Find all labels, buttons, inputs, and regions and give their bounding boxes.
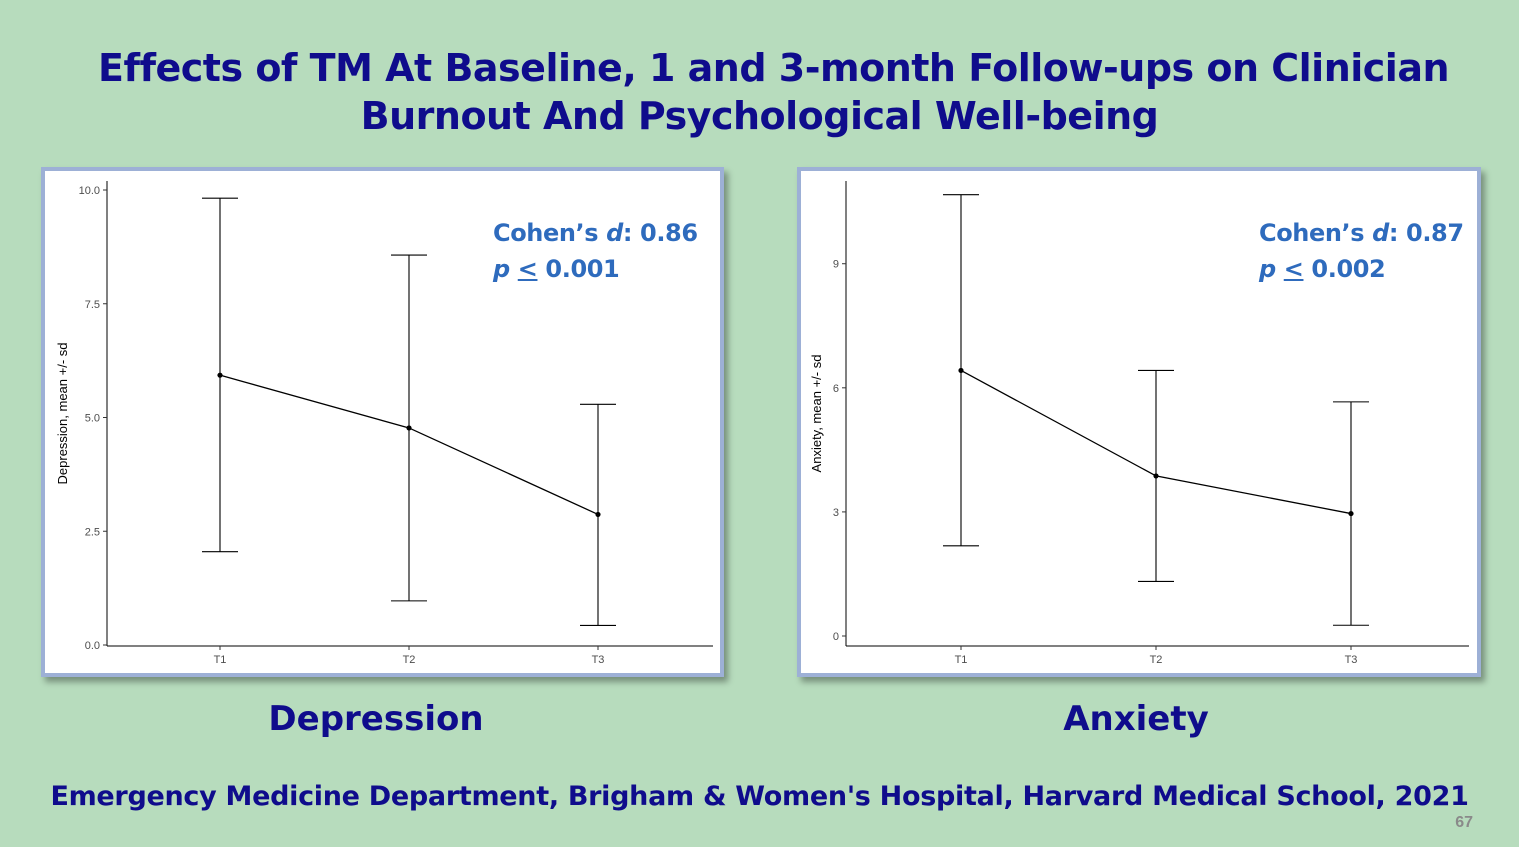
depression-x-tick-label: T2 [403,654,416,666]
anxiety-mean-point [958,367,964,374]
depression-mean-point [595,511,601,518]
anxiety-caption: Anxiety [1063,699,1209,739]
depression-chart-panel: 0.0 2.5 5.0 7.5 10.0 T1 T2 T3 Depression, mean +… [41,167,724,677]
depression-caption: Depression [268,699,484,739]
anxiety-x-tick-label: T2 [1150,654,1163,666]
anxiety-y-tick-label: 3 [833,507,839,519]
depression-cohens-d: Cohen’s d: 0.86 [493,219,698,247]
depression-y-tick-label: 0.0 [85,640,100,652]
anxiety-mean-point [1348,510,1354,517]
anxiety-mean-point [1153,473,1159,479]
page-number: 67 [1455,814,1473,831]
anxiety-chart-panel: 0 3 6 9 T1 T2 T3 Anxiety, mean +/- sd Cohen’s d… [797,167,1481,677]
depression-chart: 0.0 2.5 5.0 7.5 10.0 T1 T2 T3 Depression, mean +… [55,181,713,666]
depression-y-tick-label: 2.5 [85,526,100,538]
slide-title: Effects of TM At Baseline, 1 and 3-month… [0,44,1519,140]
footer-citation: Emergency Medicine Department, Brigham &… [50,781,1469,812]
anxiety-x-tick-label: T1 [955,654,968,666]
anxiety-p-value: p < 0.002 [1259,255,1386,283]
depression-y-tick-label: 5.0 [85,413,100,425]
anxiety-y-tick-label: 6 [833,383,839,395]
slide-title-line2: Burnout And Psychological Well-being [360,94,1159,138]
depression-x-tick-label: T3 [592,654,605,666]
anxiety-x-tick-label: T3 [1345,654,1358,666]
anxiety-y-tick-label: 9 [833,259,839,271]
anxiety-y-axis-label: Anxiety, mean +/- sd [809,355,824,473]
anxiety-cohens-d: Cohen’s d: 0.87 [1259,219,1464,247]
depression-mean-point [406,425,412,431]
depression-x-tick-label: T1 [214,654,227,666]
anxiety-y-tick-label: 0 [833,631,839,643]
depression-mean-point [217,372,223,378]
anxiety-stats: Cohen’s d: 0.87 p < 0.002 [1259,215,1464,287]
slide-title-line1: Effects of TM At Baseline, 1 and 3-month… [97,46,1450,90]
depression-p-value: p < 0.001 [493,255,620,283]
anxiety-chart: 0 3 6 9 T1 T2 T3 Anxiety, mean +/- sd [809,181,1469,666]
depression-y-tick-label: 7.5 [85,299,100,311]
depression-y-tick-label: 10.0 [79,185,100,197]
depression-stats: Cohen’s d: 0.86 p < 0.001 [493,215,698,287]
depression-y-axis-label: Depression, mean +/- sd [55,343,70,485]
